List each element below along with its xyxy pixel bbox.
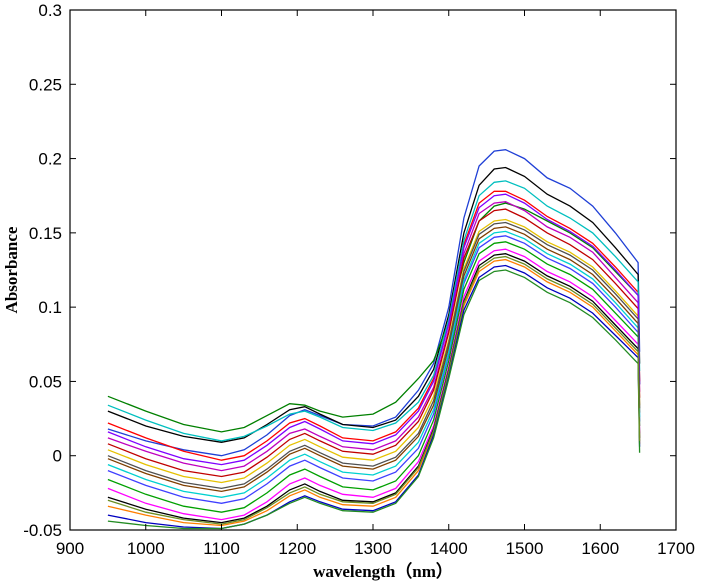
y-tick-label: 0.25 xyxy=(29,75,62,94)
x-tick-label: 1500 xyxy=(506,539,544,558)
series-line-6 xyxy=(107,201,641,472)
series-layer xyxy=(107,149,641,530)
y-tick-label: -0.05 xyxy=(23,521,62,540)
y-tick-label: 0 xyxy=(53,447,62,466)
x-tick-label: 1100 xyxy=(203,539,240,558)
series-line-15 xyxy=(107,269,641,530)
y-tick-label: 0.2 xyxy=(38,150,62,169)
x-tick-label: 1200 xyxy=(278,539,316,558)
y-tick-label: 0.3 xyxy=(38,1,62,20)
series-line-18 xyxy=(107,193,641,466)
series-line-4 xyxy=(107,190,641,461)
x-tick-label: 1300 xyxy=(354,539,392,558)
x-tick-label: 1600 xyxy=(581,539,619,558)
series-line-1 xyxy=(107,149,641,457)
series-line-2 xyxy=(107,166,641,443)
series-line-3 xyxy=(107,202,641,433)
x-tick-label: 1400 xyxy=(430,539,468,558)
y-tick-label: 0.15 xyxy=(29,224,62,243)
y-axis-label: Absorbance xyxy=(2,226,21,313)
series-line-10 xyxy=(107,241,641,513)
x-tick-label: 900 xyxy=(56,539,84,558)
x-axis-label: wavelength（nm） xyxy=(313,561,453,581)
series-line-20 xyxy=(107,255,641,525)
y-tick-label: 0.1 xyxy=(38,298,62,317)
series-line-16 xyxy=(107,208,641,478)
series-line-7 xyxy=(107,218,641,484)
ticks-layer: 900 1000 1100 1200 1300 1400 1500 1600 1700 -0.05… xyxy=(23,1,695,558)
x-tick-label: 1700 xyxy=(657,539,695,558)
series-line-9 xyxy=(107,235,641,504)
y-tick-label: 0.05 xyxy=(29,372,62,391)
series-line-13 xyxy=(107,258,641,527)
series-line-19 xyxy=(107,221,641,490)
series-line-5 xyxy=(107,180,641,442)
series-line-17 xyxy=(107,230,641,498)
series-line-8 xyxy=(107,226,641,493)
series-line-11 xyxy=(107,248,641,521)
x-tick-label: 1000 xyxy=(127,539,165,558)
